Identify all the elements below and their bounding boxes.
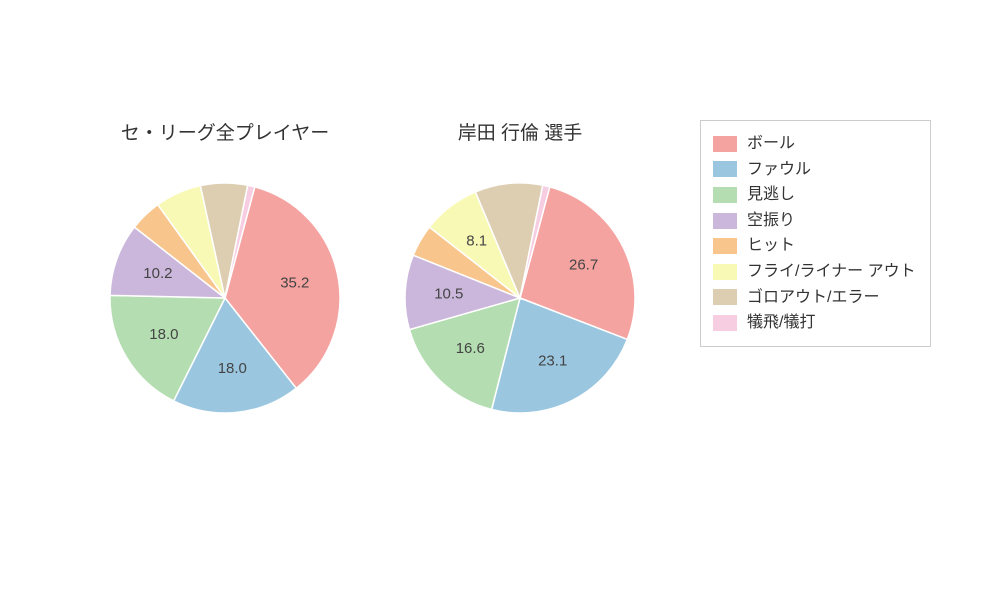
legend-label-looking: 見逃し [747, 182, 795, 208]
legend-item-groundout: ゴロアウト/エラー [713, 285, 916, 311]
pie-label-league-foul: 18.0 [218, 360, 247, 377]
legend-label-sac: 犠飛/犠打 [747, 310, 815, 336]
legend-item-swing: 空振り [713, 208, 916, 234]
legend-item-flyout: フライ/ライナー アウト [713, 259, 916, 285]
pie-label-player-flyout: 8.1 [466, 232, 487, 249]
legend-swatch-ball [713, 136, 737, 152]
legend-swatch-flyout [713, 264, 737, 280]
pie-label-league-looking: 18.0 [149, 326, 178, 343]
legend-label-hit: ヒット [747, 233, 795, 259]
legend-swatch-swing [713, 213, 737, 229]
pie-svg-player: 26.7 23.1 16.6 10.5 8.1 [375, 163, 665, 433]
legend-swatch-sac [713, 315, 737, 331]
legend-item-foul: ファウル [713, 157, 916, 183]
pie-chart-league: セ・リーグ全プレイヤー 35.2 18.0 18.0 10.2 [80, 118, 370, 433]
pie-title-league: セ・リーグ全プレイヤー [80, 118, 370, 145]
pie-label-league-ball: 35.2 [280, 275, 309, 292]
legend-item-looking: 見逃し [713, 182, 916, 208]
legend: ボールファウル見逃し空振りヒットフライ/ライナー アウトゴロアウト/エラー犠飛/… [700, 120, 931, 347]
pie-label-player-foul: 23.1 [538, 352, 567, 369]
legend-item-hit: ヒット [713, 233, 916, 259]
pie-label-player-ball: 26.7 [569, 257, 598, 274]
legend-item-sac: 犠飛/犠打 [713, 310, 916, 336]
legend-label-foul: ファウル [747, 157, 811, 183]
pie-label-player-swing: 10.5 [434, 285, 463, 302]
legend-item-ball: ボール [713, 131, 916, 157]
legend-label-ball: ボール [747, 131, 795, 157]
legend-label-groundout: ゴロアウト/エラー [747, 285, 879, 311]
legend-swatch-looking [713, 187, 737, 203]
pie-label-league-swing: 10.2 [143, 265, 172, 282]
legend-swatch-hit [713, 238, 737, 254]
legend-label-swing: 空振り [747, 208, 795, 234]
legend-swatch-foul [713, 161, 737, 177]
pie-svg-league: 35.2 18.0 18.0 10.2 [80, 163, 370, 433]
pie-label-player-looking: 16.6 [456, 340, 485, 357]
legend-label-flyout: フライ/ライナー アウト [747, 259, 916, 285]
chart-stage: セ・リーグ全プレイヤー35.218.018.010.2岸田 行倫 選手26.72… [0, 0, 1000, 600]
legend-swatch-groundout [713, 289, 737, 305]
pie-chart-player: 岸田 行倫 選手 26.7 23.1 16.6 10.5 8.1 [375, 118, 665, 433]
pie-title-player: 岸田 行倫 選手 [375, 118, 665, 145]
